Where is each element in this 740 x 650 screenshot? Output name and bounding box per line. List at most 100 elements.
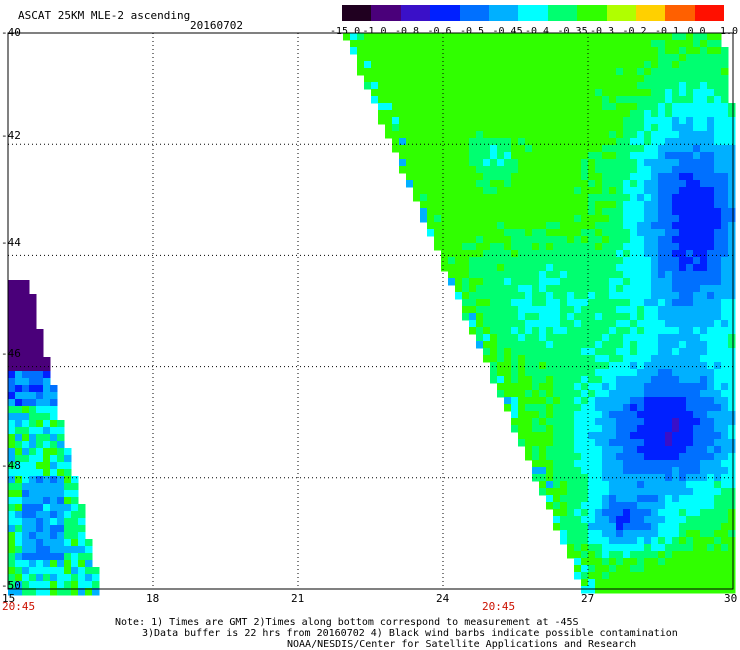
- swath-cell: [630, 264, 638, 272]
- swath-cell: [518, 264, 526, 272]
- swath-cell: [700, 565, 708, 573]
- swath-cell: [364, 61, 372, 69]
- swath-cell: [462, 250, 470, 258]
- swath-cell: [686, 516, 694, 524]
- swath-cell: [567, 215, 575, 223]
- swath-cell: [539, 264, 547, 272]
- swath-cell: [637, 579, 645, 587]
- swath-cell: [511, 215, 519, 223]
- swath-cell: [511, 187, 519, 195]
- swath-cell: [679, 215, 687, 223]
- swath-cell: [651, 215, 659, 223]
- swath-cell: [476, 278, 484, 286]
- swath-cell: [420, 173, 428, 181]
- y-tick-label: -44: [1, 236, 21, 249]
- swath-cell: [595, 229, 603, 237]
- swath-cell: [546, 355, 554, 363]
- swath-cell: [50, 385, 58, 393]
- swath-cell: [728, 166, 736, 174]
- swath-cell: [581, 215, 589, 223]
- swath-cell: [560, 229, 568, 237]
- swath-cell: [546, 425, 554, 433]
- swath-cell: [8, 308, 16, 316]
- swath-cell: [560, 425, 568, 433]
- swath-cell: [469, 47, 477, 55]
- swath-cell: [560, 278, 568, 286]
- swath-cell: [553, 173, 561, 181]
- swath-cell: [728, 467, 736, 475]
- swath-cell: [630, 467, 638, 475]
- swath-cell: [36, 504, 44, 512]
- swath-cell: [595, 243, 603, 251]
- swath-cell: [623, 243, 631, 251]
- swath-cell: [728, 488, 736, 496]
- swath-cell: [57, 511, 65, 519]
- swath-cell: [721, 264, 729, 272]
- swath-cell: [560, 411, 568, 419]
- swath-cell: [672, 369, 680, 377]
- swath-cell: [441, 82, 449, 90]
- swath-cell: [623, 75, 631, 83]
- swath-cell: [693, 362, 701, 370]
- swath-cell: [630, 103, 638, 111]
- swath-cell: [602, 355, 610, 363]
- swath-cell: [483, 117, 491, 125]
- swath-cell: [623, 306, 631, 314]
- swath-cell: [595, 152, 603, 160]
- swath-cell: [693, 180, 701, 188]
- swath-cell: [637, 495, 645, 503]
- swath-cell: [497, 250, 505, 258]
- swath-cell: [525, 110, 533, 118]
- swath-cell: [581, 551, 589, 559]
- swath-cell: [490, 201, 498, 209]
- swath-cell: [637, 278, 645, 286]
- swath-cell: [406, 138, 414, 146]
- swath-cell: [714, 488, 722, 496]
- swath-cell: [700, 397, 708, 405]
- swath-cell: [721, 131, 729, 139]
- swath-cell: [588, 327, 596, 335]
- swath-cell: [714, 439, 722, 447]
- swath-cell: [413, 131, 421, 139]
- swath-cell: [616, 509, 624, 517]
- swath-cell: [672, 103, 680, 111]
- swath-cell: [693, 530, 701, 538]
- swath-cell: [644, 425, 652, 433]
- swath-cell: [679, 68, 687, 76]
- swath-cell: [581, 467, 589, 475]
- swath-cell: [588, 537, 596, 545]
- swath-cell: [504, 159, 512, 167]
- swath-cell: [532, 33, 540, 41]
- swath-cell: [441, 131, 449, 139]
- swath-cell: [609, 572, 617, 580]
- swath-cell: [490, 362, 498, 370]
- swath-cell: [511, 194, 519, 202]
- swath-cell: [546, 208, 554, 216]
- swath-cell: [469, 159, 477, 167]
- swath-cell: [665, 306, 673, 314]
- swath-cell: [490, 180, 498, 188]
- swath-cell: [679, 292, 687, 300]
- swath-cell: [679, 481, 687, 489]
- swath-cell: [658, 75, 666, 83]
- swath-cell: [560, 432, 568, 440]
- swath-cell: [8, 469, 16, 477]
- swath-cell: [644, 474, 652, 482]
- swath-cell: [434, 187, 442, 195]
- swath-cell: [448, 236, 456, 244]
- swath-cell: [637, 299, 645, 307]
- swath-cell: [8, 315, 16, 323]
- swath-cell: [567, 152, 575, 160]
- swath-cell: [427, 229, 435, 237]
- swath-cell: [497, 222, 505, 230]
- swath-cell: [574, 40, 582, 48]
- swath-cell: [399, 54, 407, 62]
- swath-cell: [553, 145, 561, 153]
- swath-cell: [490, 187, 498, 195]
- swath-cell: [672, 236, 680, 244]
- swath-cell: [644, 390, 652, 398]
- swath-cell: [469, 299, 477, 307]
- swath-cell: [721, 481, 729, 489]
- swath-cell: [392, 33, 400, 41]
- swath-cell: [560, 348, 568, 356]
